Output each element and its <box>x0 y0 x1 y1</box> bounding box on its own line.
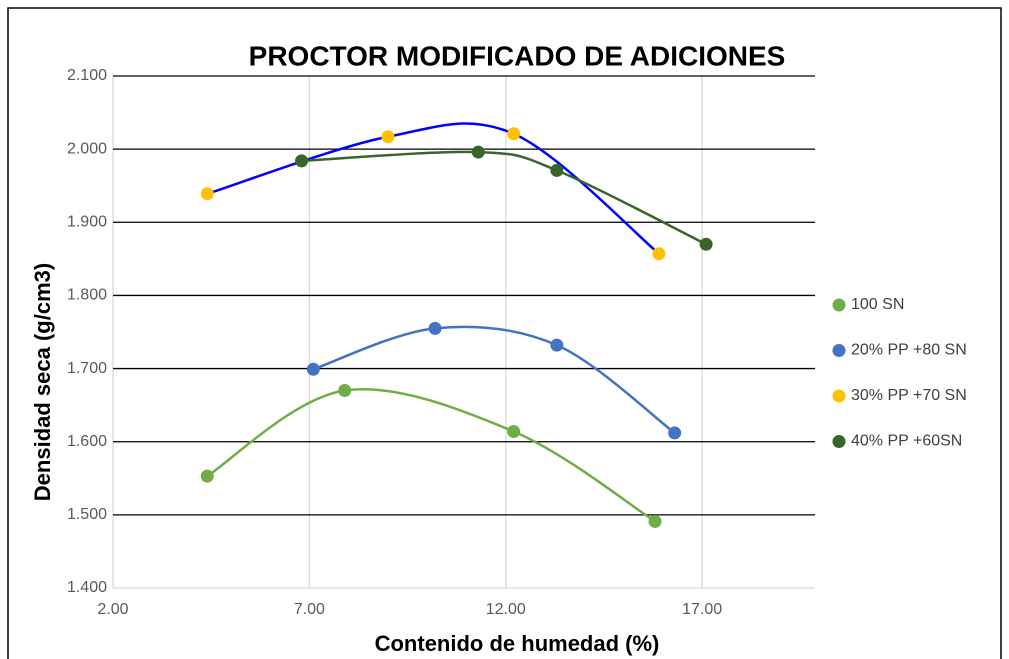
legend-marker <box>832 435 846 448</box>
y-axis-title: Densidad seca (g/cm3) <box>30 263 55 501</box>
legend-marker <box>832 298 846 312</box>
x-tick-label: 7.00 <box>294 601 325 618</box>
data-point <box>507 424 521 438</box>
data-point <box>668 426 682 440</box>
data-point <box>648 514 662 528</box>
legend-label: 20% PP +80 SN <box>851 342 967 359</box>
y-tick-label: 1.700 <box>67 360 107 377</box>
data-point <box>338 384 352 398</box>
data-point <box>200 187 214 201</box>
series-line <box>206 388 656 523</box>
y-tick-label: 1.800 <box>67 287 107 304</box>
y-tick-label: 2.100 <box>67 67 107 84</box>
y-tick-label: 1.600 <box>67 433 107 450</box>
legend-label: 100 SN <box>851 296 904 313</box>
x-tick-label: 17.00 <box>682 601 722 618</box>
x-tick-label: 2.00 <box>97 601 128 618</box>
data-point <box>306 362 320 376</box>
x-axis-title: Contenido de humedad (%) <box>375 631 660 656</box>
data-point <box>381 130 395 144</box>
data-point <box>550 338 564 352</box>
data-point <box>550 163 564 177</box>
series-line <box>301 150 707 246</box>
series-line <box>206 122 660 255</box>
data-point <box>652 247 666 261</box>
data-point <box>200 469 214 483</box>
data-point <box>471 145 485 159</box>
legend-label: 40% PP +60SN <box>851 433 962 450</box>
y-tick-label: 2.000 <box>67 140 107 157</box>
data-point <box>428 321 442 335</box>
data-point <box>507 127 521 141</box>
y-tick-label: 1.500 <box>67 506 107 523</box>
legend-label: 30% PP +70 SN <box>851 387 967 404</box>
x-tick-label: 12.00 <box>486 601 526 618</box>
legend-marker <box>832 344 846 357</box>
y-tick-label: 1.400 <box>67 579 107 596</box>
data-point <box>699 237 713 251</box>
y-tick-label: 1.900 <box>67 214 107 231</box>
legend-marker <box>832 389 846 403</box>
data-point <box>295 154 309 168</box>
series-line <box>312 325 676 434</box>
chart-border <box>7 7 1002 659</box>
chart-title: PROCTOR MODIFICADO DE ADICIONES <box>249 40 786 71</box>
